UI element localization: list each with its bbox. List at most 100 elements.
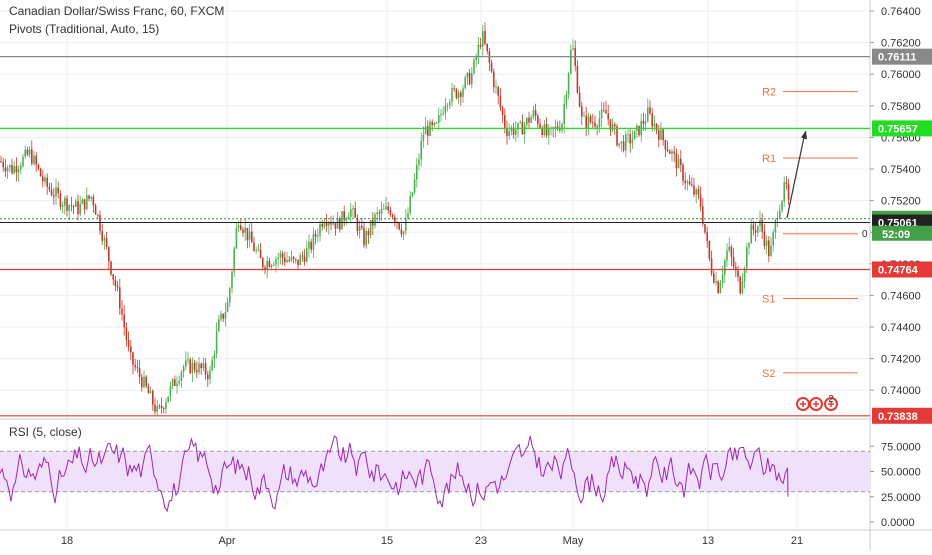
candle-body (108, 246, 110, 262)
candle-body (541, 127, 543, 136)
candle-body (629, 134, 631, 144)
time-tick-label: 21 (791, 535, 803, 547)
pivot-label: S2 (762, 368, 775, 380)
candle-body (369, 219, 372, 236)
candle-body (475, 57, 477, 60)
candle-body (431, 121, 433, 125)
candle-body (211, 359, 213, 371)
candle-body (763, 231, 766, 246)
candle-body (669, 150, 671, 154)
candle-body (519, 121, 521, 123)
candle-body (158, 405, 161, 407)
candle-body (616, 126, 618, 146)
price-tick-label: 0.76200 (881, 38, 921, 50)
candle-body (233, 248, 235, 272)
candle-body (651, 113, 653, 127)
candle-body (345, 219, 348, 221)
candle-body (235, 227, 238, 249)
candle-body (548, 128, 550, 136)
candle-body (530, 117, 532, 123)
candle-body (123, 314, 125, 328)
candle-body (721, 274, 724, 283)
candle-body (231, 271, 233, 289)
candle-body (268, 261, 271, 268)
candle-body (713, 273, 715, 283)
price-tick-label: 0.75800 (881, 101, 921, 113)
candle-body (398, 222, 400, 230)
candle-body (218, 319, 220, 332)
candle-body (620, 141, 623, 144)
candle-body (655, 123, 658, 131)
candle-body (611, 124, 614, 131)
candle-body (682, 164, 684, 181)
candle-body (308, 241, 310, 249)
candle-body (121, 308, 123, 315)
candle-body (497, 86, 499, 96)
candle-body (110, 261, 112, 275)
candle-body (638, 125, 640, 136)
candle-body (453, 88, 455, 90)
candle-body (325, 223, 328, 226)
candle-body (24, 149, 26, 157)
candle-body (220, 313, 222, 320)
candle-body (710, 258, 713, 274)
candle-body (75, 201, 77, 207)
candle-body (649, 107, 651, 114)
candle-body (321, 224, 323, 227)
candle-body (70, 205, 73, 206)
candle-body (717, 281, 719, 293)
candle-body (297, 259, 299, 265)
candle-body (185, 360, 187, 367)
candle-body (273, 264, 275, 266)
candle-body (759, 219, 761, 227)
candle-body (17, 169, 20, 173)
candle-body (416, 164, 418, 180)
candle-body (130, 346, 132, 353)
candle-body (455, 89, 458, 98)
candle-body (537, 115, 539, 125)
candle-body (138, 368, 141, 377)
candles (0, 22, 790, 416)
candle-body (598, 118, 601, 128)
candle-body (765, 240, 768, 246)
candle-body (209, 370, 211, 380)
candle-body (20, 166, 22, 170)
candle-body (688, 181, 691, 185)
candle-body (506, 128, 508, 136)
candle-body (438, 115, 440, 123)
candle-body (180, 371, 183, 381)
candle-body (204, 363, 207, 375)
projection-arrow-line (786, 132, 806, 219)
candle-body (336, 218, 339, 229)
candle-body (79, 203, 81, 214)
candle-body (55, 187, 57, 197)
candle-body (165, 402, 167, 410)
candle-body (761, 219, 763, 232)
price-label-text: 0.74764 (878, 264, 919, 276)
candle-body (585, 115, 587, 128)
candle-body (61, 205, 64, 207)
candle-body (563, 104, 565, 124)
candle-body (290, 257, 293, 261)
candle-body (332, 223, 334, 225)
candle-body (310, 241, 312, 250)
candle-body (523, 124, 526, 135)
price-label-text: 0.76111 (878, 52, 917, 64)
candle-body (4, 167, 7, 172)
candle-body (385, 206, 387, 210)
candle-body (642, 120, 645, 124)
candle-body (339, 218, 341, 230)
candle-body (427, 126, 429, 136)
candle-body (565, 94, 568, 105)
candle-body (277, 257, 279, 260)
candle-body (279, 253, 282, 258)
price-tick-label: 0.76000 (881, 69, 921, 81)
candle-body (596, 126, 598, 128)
candle-body (215, 331, 218, 354)
candle-body (706, 232, 708, 241)
candle-body (704, 224, 706, 233)
candle-body (94, 205, 97, 215)
candle-body (572, 48, 574, 50)
